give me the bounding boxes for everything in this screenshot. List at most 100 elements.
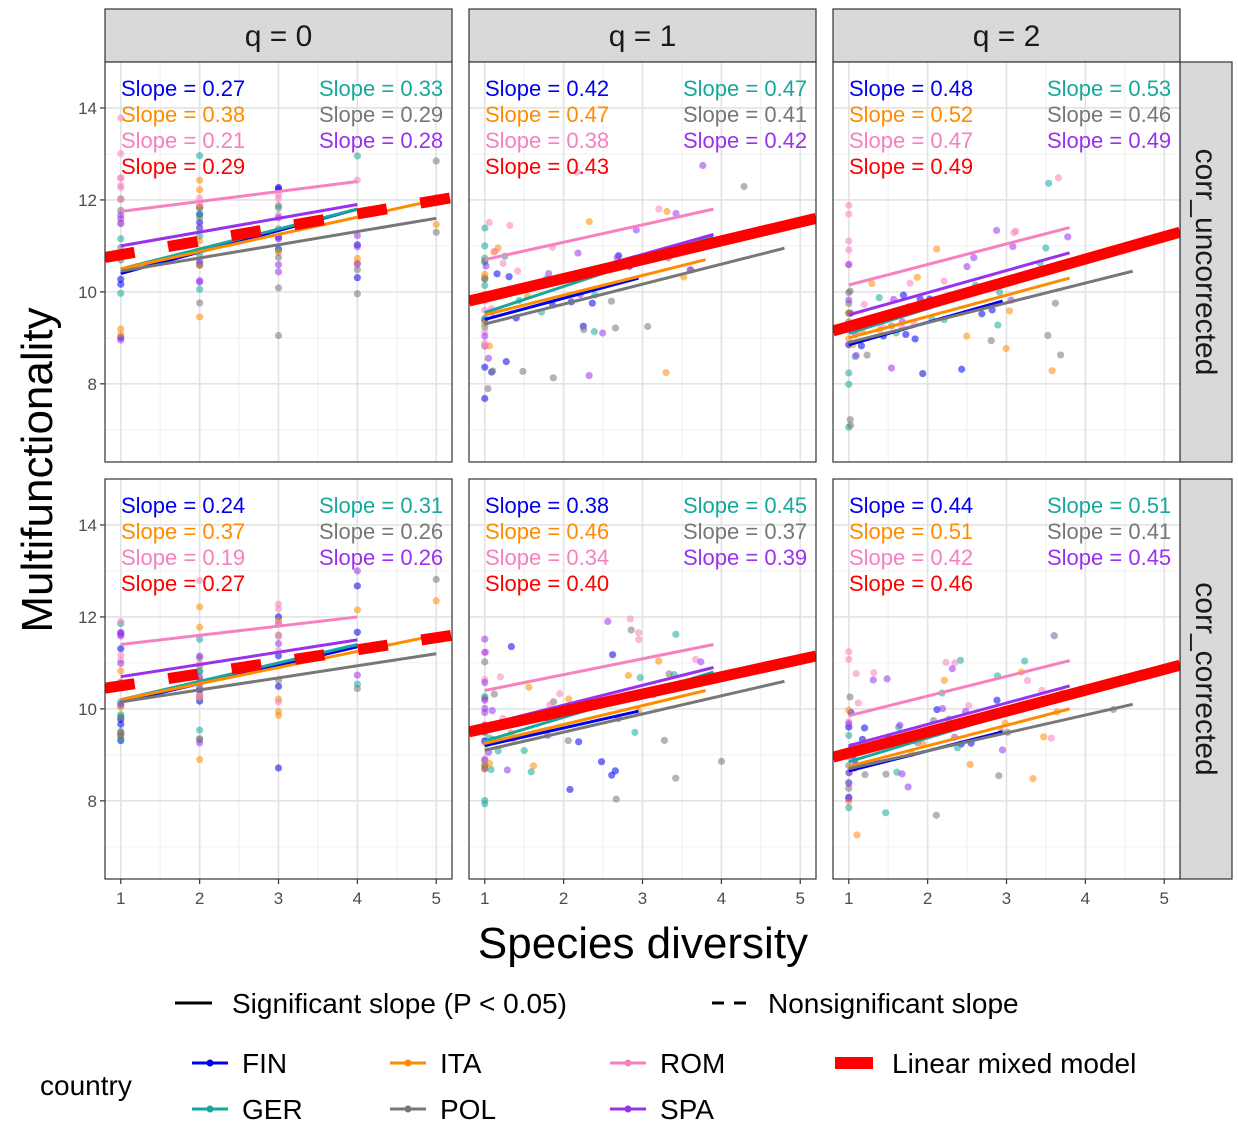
- points-layer: [845, 632, 1118, 839]
- point-pol: [196, 214, 204, 222]
- point-pol: [607, 297, 616, 305]
- point-fin: [993, 696, 1001, 704]
- slope-label-pol: Slope = 0.46: [1047, 102, 1171, 127]
- point-pol: [274, 202, 283, 210]
- regression-line-pol: [484, 246, 785, 326]
- x-tick-label: 1: [844, 889, 853, 908]
- point-ger: [353, 152, 361, 160]
- slope-label-lmm: Slope = 0.29: [121, 154, 245, 179]
- point-ita: [196, 186, 204, 194]
- slope-label-spa: Slope = 0.26: [319, 545, 443, 570]
- point-spa: [503, 766, 511, 774]
- point-ger: [196, 152, 204, 160]
- point-ger: [481, 242, 489, 250]
- point-spa: [998, 746, 1007, 754]
- point-ger: [845, 380, 853, 388]
- regression-line-rom: [848, 659, 1070, 718]
- point-pol: [863, 351, 871, 359]
- legend-item-rom: ROM: [610, 1048, 725, 1079]
- point-spa: [481, 696, 489, 704]
- legend-label: ROM: [660, 1048, 725, 1079]
- point-spa: [117, 659, 125, 668]
- point-ita: [565, 695, 573, 703]
- point-ita: [655, 657, 663, 665]
- x-tick-label: 1: [480, 889, 489, 908]
- x-axis-title: Species diversity: [478, 919, 808, 968]
- point-ita: [1040, 733, 1048, 741]
- slope-label-ger: Slope = 0.51: [1047, 493, 1171, 518]
- point-pol: [481, 761, 489, 770]
- point-pol: [274, 253, 283, 261]
- y-tick-label: 10: [78, 283, 97, 302]
- regression-line-rom: [484, 207, 714, 262]
- slope-label-fin: Slope = 0.24: [121, 493, 245, 518]
- point-ita: [117, 667, 125, 675]
- point-spa: [196, 739, 204, 747]
- point-rom: [274, 195, 283, 203]
- slope-label-ita: Slope = 0.51: [849, 519, 973, 544]
- point-spa: [353, 260, 361, 268]
- point-pol: [672, 774, 680, 782]
- legend-key-point: [206, 1059, 214, 1067]
- point-spa: [481, 635, 489, 643]
- point-ita: [117, 325, 125, 333]
- point-fin: [117, 280, 125, 288]
- point-ita: [525, 683, 533, 691]
- regression-line-spa: [120, 203, 358, 248]
- point-spa: [672, 209, 680, 218]
- point-ger: [845, 804, 853, 812]
- point-rom: [951, 659, 959, 667]
- slope-label-fin: Slope = 0.38: [485, 493, 609, 518]
- slope-label-spa: Slope = 0.28: [319, 128, 443, 153]
- x-tick-label: 3: [274, 889, 283, 908]
- legend-lmm-label: Linear mixed model: [892, 1048, 1136, 1079]
- point-fin: [899, 291, 908, 299]
- point-rom: [117, 174, 125, 182]
- point-spa: [484, 354, 493, 362]
- point-pol: [564, 737, 572, 745]
- slope-label-ita: Slope = 0.52: [849, 102, 973, 127]
- point-spa: [845, 720, 853, 728]
- slope-label-ger: Slope = 0.31: [319, 493, 443, 518]
- point-rom: [906, 279, 914, 287]
- point-rom: [274, 600, 283, 608]
- x-tick-label: 5: [431, 889, 440, 908]
- point-ita: [432, 597, 440, 605]
- slope-label-lmm: Slope = 0.43: [485, 154, 609, 179]
- slope-label-fin: Slope = 0.48: [849, 76, 973, 101]
- point-spa: [481, 332, 489, 340]
- slope-label-fin: Slope = 0.27: [121, 76, 245, 101]
- lines-layer: [469, 207, 816, 326]
- point-pol: [489, 367, 497, 375]
- lines-layer: [833, 226, 1180, 347]
- point-rom: [1054, 174, 1063, 182]
- legend-key-point: [624, 1105, 632, 1113]
- legend-label: GER: [242, 1094, 303, 1125]
- slope-label-lmm: Slope = 0.46: [849, 571, 973, 596]
- legend-item-spa: SPA: [610, 1094, 714, 1125]
- point-ger: [1045, 179, 1053, 187]
- point-ita: [1048, 367, 1056, 375]
- point-ita: [845, 706, 853, 714]
- x-tick-label: 5: [1159, 889, 1168, 908]
- legend-solid-label: Significant slope (P < 0.05): [232, 988, 567, 1019]
- point-fin: [902, 330, 910, 339]
- point-spa: [196, 224, 204, 232]
- point-spa: [887, 364, 896, 372]
- strip-row-0-label: corr_uncorrected: [1189, 149, 1222, 376]
- slope-label-ita: Slope = 0.38: [121, 102, 245, 127]
- point-fin: [566, 785, 574, 794]
- y-axis-title: Multifunctionality: [13, 307, 62, 632]
- regression-line-rom: [120, 615, 358, 647]
- slope-label-lmm: Slope = 0.40: [485, 571, 609, 596]
- slope-label-pol: Slope = 0.26: [319, 519, 443, 544]
- point-fin: [274, 682, 283, 690]
- y-tick-label: 8: [88, 375, 97, 394]
- point-ita: [1005, 307, 1014, 315]
- lines-layer: [105, 615, 452, 704]
- point-pol: [432, 157, 440, 165]
- point-pol: [196, 299, 204, 307]
- point-pol: [846, 415, 854, 424]
- point-ger: [527, 768, 535, 776]
